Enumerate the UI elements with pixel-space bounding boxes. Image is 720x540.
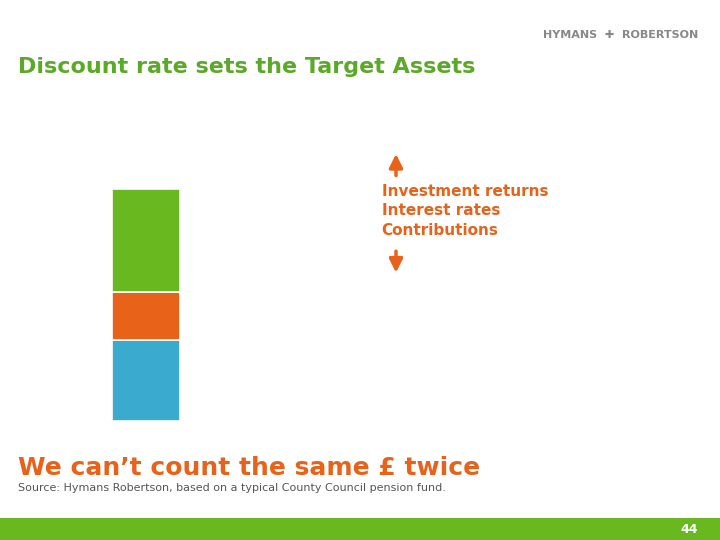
- Bar: [112, 292, 180, 340]
- Bar: [0, 518, 720, 540]
- Bar: [112, 340, 180, 421]
- Text: 44: 44: [681, 523, 698, 536]
- Text: We can’t count the same £ twice: We can’t count the same £ twice: [18, 456, 480, 480]
- Text: Source: Hymans Robertson, based on a typical County Council pension fund.: Source: Hymans Robertson, based on a typ…: [18, 483, 446, 494]
- Bar: [112, 189, 180, 292]
- Text: Discount rate sets the Target Assets: Discount rate sets the Target Assets: [18, 57, 475, 77]
- Text: Investment returns
Interest rates
Contributions: Investment returns Interest rates Contri…: [382, 184, 548, 238]
- Text: HYMANS  ✚  ROBERTSON: HYMANS ✚ ROBERTSON: [543, 30, 698, 40]
